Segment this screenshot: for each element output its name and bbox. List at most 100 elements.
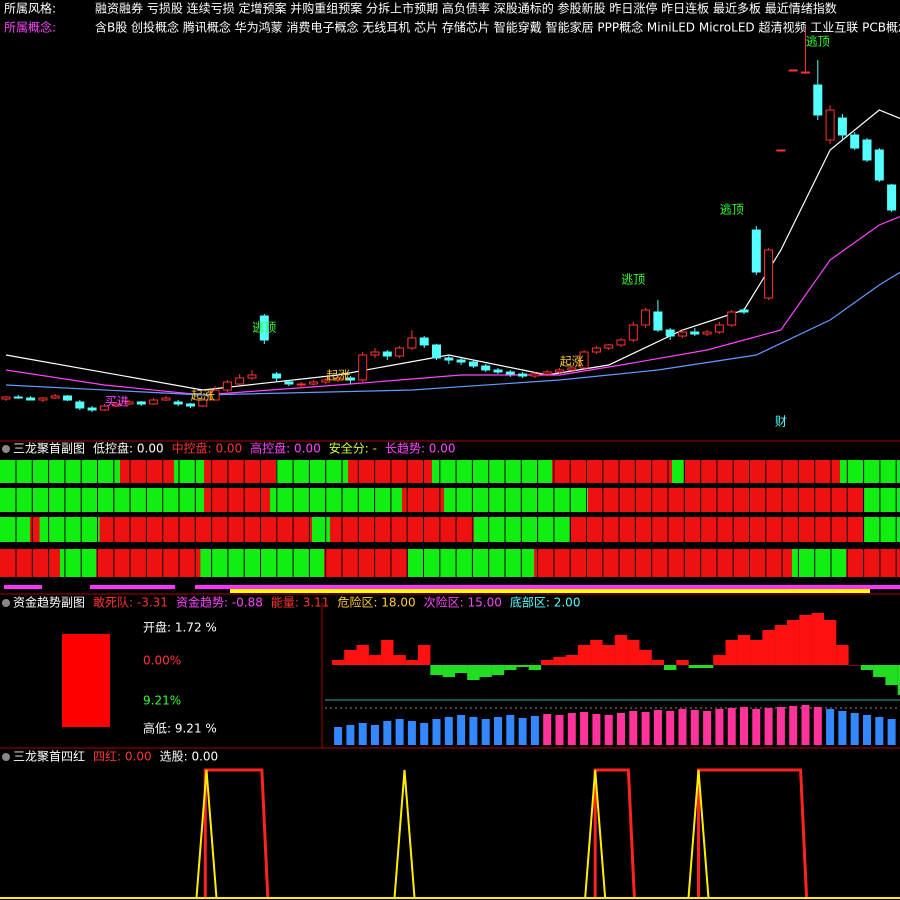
- four-red-step: [696, 768, 809, 899]
- candle-body: [149, 399, 159, 405]
- candle-body: [579, 351, 589, 369]
- flow-bar: [836, 645, 849, 665]
- indicator: 敢死队: -3.31: [93, 595, 168, 610]
- volume-bar: [703, 711, 712, 745]
- flow-bar: [467, 665, 480, 680]
- volume-bar: [653, 710, 662, 745]
- indicator: 长趋势: 0.00: [385, 442, 456, 456]
- moving-average: [5, 109, 900, 391]
- candle-body: [850, 134, 860, 149]
- flow-bar: [860, 665, 874, 670]
- flow-bar: [331, 660, 345, 665]
- status-segment: [99, 517, 312, 542]
- indicator: 低控盘: 0.00: [93, 441, 164, 456]
- header-text: 融资融券 亏损股 连续亏损 定增预案 并购重组预案 分拆上市预期 高负债率 深股…: [95, 1, 837, 16]
- candle-body: [358, 354, 368, 381]
- indicator: 安全分: -: [329, 441, 377, 456]
- flow-bar: [848, 665, 861, 666]
- indicator: 次险区: 15.00: [424, 595, 502, 610]
- candle-body: [690, 331, 700, 335]
- flow-bar: [491, 665, 505, 675]
- flow-bar: [885, 665, 898, 685]
- candle-body: [1, 396, 11, 400]
- candle-body: [370, 351, 380, 356]
- flow-bar: [627, 640, 640, 665]
- candle-body: [321, 379, 331, 383]
- annotation: 起涨: [191, 388, 215, 403]
- panel-title: 资金趋势副图: [13, 595, 85, 610]
- candle-body: [345, 377, 355, 381]
- candle-body: [75, 401, 85, 409]
- header-label: 所属风格:: [4, 1, 56, 16]
- volume-bar: [776, 707, 785, 745]
- status-segment: [552, 460, 672, 483]
- four-red-step: [593, 768, 636, 899]
- flow-bar: [762, 630, 775, 665]
- candle-body: [456, 359, 466, 363]
- flow-bar: [565, 655, 578, 665]
- annotation: 逃顶: [806, 35, 830, 49]
- candle-body: [530, 373, 540, 377]
- annotation: 起涨: [560, 354, 584, 369]
- status-segment: [588, 488, 864, 512]
- candle-body: [26, 397, 36, 401]
- volume-bar: [752, 709, 761, 745]
- candle-body: [235, 377, 245, 385]
- volume-bar: [764, 708, 773, 745]
- box-bar: [62, 634, 110, 727]
- candle-body: [751, 229, 761, 273]
- flow-bar: [553, 657, 566, 665]
- volume-bar: [395, 719, 404, 745]
- indicator: 选股: 0.00: [160, 750, 219, 764]
- volume-bar: [592, 714, 601, 745]
- candle-body: [419, 337, 429, 346]
- candle-body: [641, 309, 651, 326]
- candle-body: [87, 407, 97, 411]
- candle-body: [210, 389, 220, 401]
- annotation: 逃顶: [621, 273, 645, 287]
- candle-body: [333, 377, 343, 381]
- flow-bar: [405, 660, 419, 665]
- annotation: 买进: [105, 395, 129, 409]
- indicator: 能量: 3.11: [271, 596, 330, 610]
- status-segment: [0, 549, 60, 577]
- candle-body: [173, 401, 183, 405]
- candle-body: [837, 117, 847, 136]
- flow-bar: [577, 645, 591, 665]
- flow-bar: [381, 640, 394, 665]
- candle-body: [616, 339, 626, 346]
- candle-body: [493, 369, 503, 373]
- collapse-icon: [2, 599, 10, 607]
- flow-bar: [418, 645, 431, 665]
- volume-bar: [863, 715, 871, 745]
- candle-body: [825, 109, 835, 141]
- volume-bar: [420, 723, 429, 745]
- candle-body: [296, 383, 306, 386]
- volume-bar: [838, 711, 847, 745]
- candle-body: [222, 381, 232, 391]
- select-pulse: [393, 769, 416, 899]
- box-text: 0.00%: [143, 654, 181, 668]
- volume-bar: [629, 711, 638, 745]
- indicator: 四红: 0.00: [93, 749, 152, 764]
- volume-bar: [555, 715, 564, 745]
- flow-bar: [676, 660, 689, 665]
- header-text: 含B股 创投概念 腾讯概念 华为鸿蒙 消费电子概念 无线耳机 芯片 存储芯片 智…: [95, 20, 900, 35]
- indicator: 底部区: 2.00: [510, 595, 581, 610]
- volume-bar: [727, 708, 736, 745]
- status-segment: [204, 488, 270, 512]
- moving-average: [5, 215, 900, 396]
- candle-body: [13, 396, 23, 399]
- flow-bar: [430, 665, 443, 675]
- flow-bar: [823, 620, 837, 665]
- candle-body: [678, 331, 687, 337]
- indicator: 中控盘: 0.00: [172, 441, 243, 456]
- indicator: 危险区: 18.00: [337, 595, 415, 610]
- candle-body: [272, 373, 282, 379]
- volume-bar: [887, 719, 896, 745]
- candle-body: [395, 347, 405, 357]
- candle-body: [161, 397, 171, 401]
- panel-title: 三龙聚首四红: [13, 749, 85, 764]
- candle-body: [198, 399, 208, 407]
- volume-bar: [494, 717, 502, 745]
